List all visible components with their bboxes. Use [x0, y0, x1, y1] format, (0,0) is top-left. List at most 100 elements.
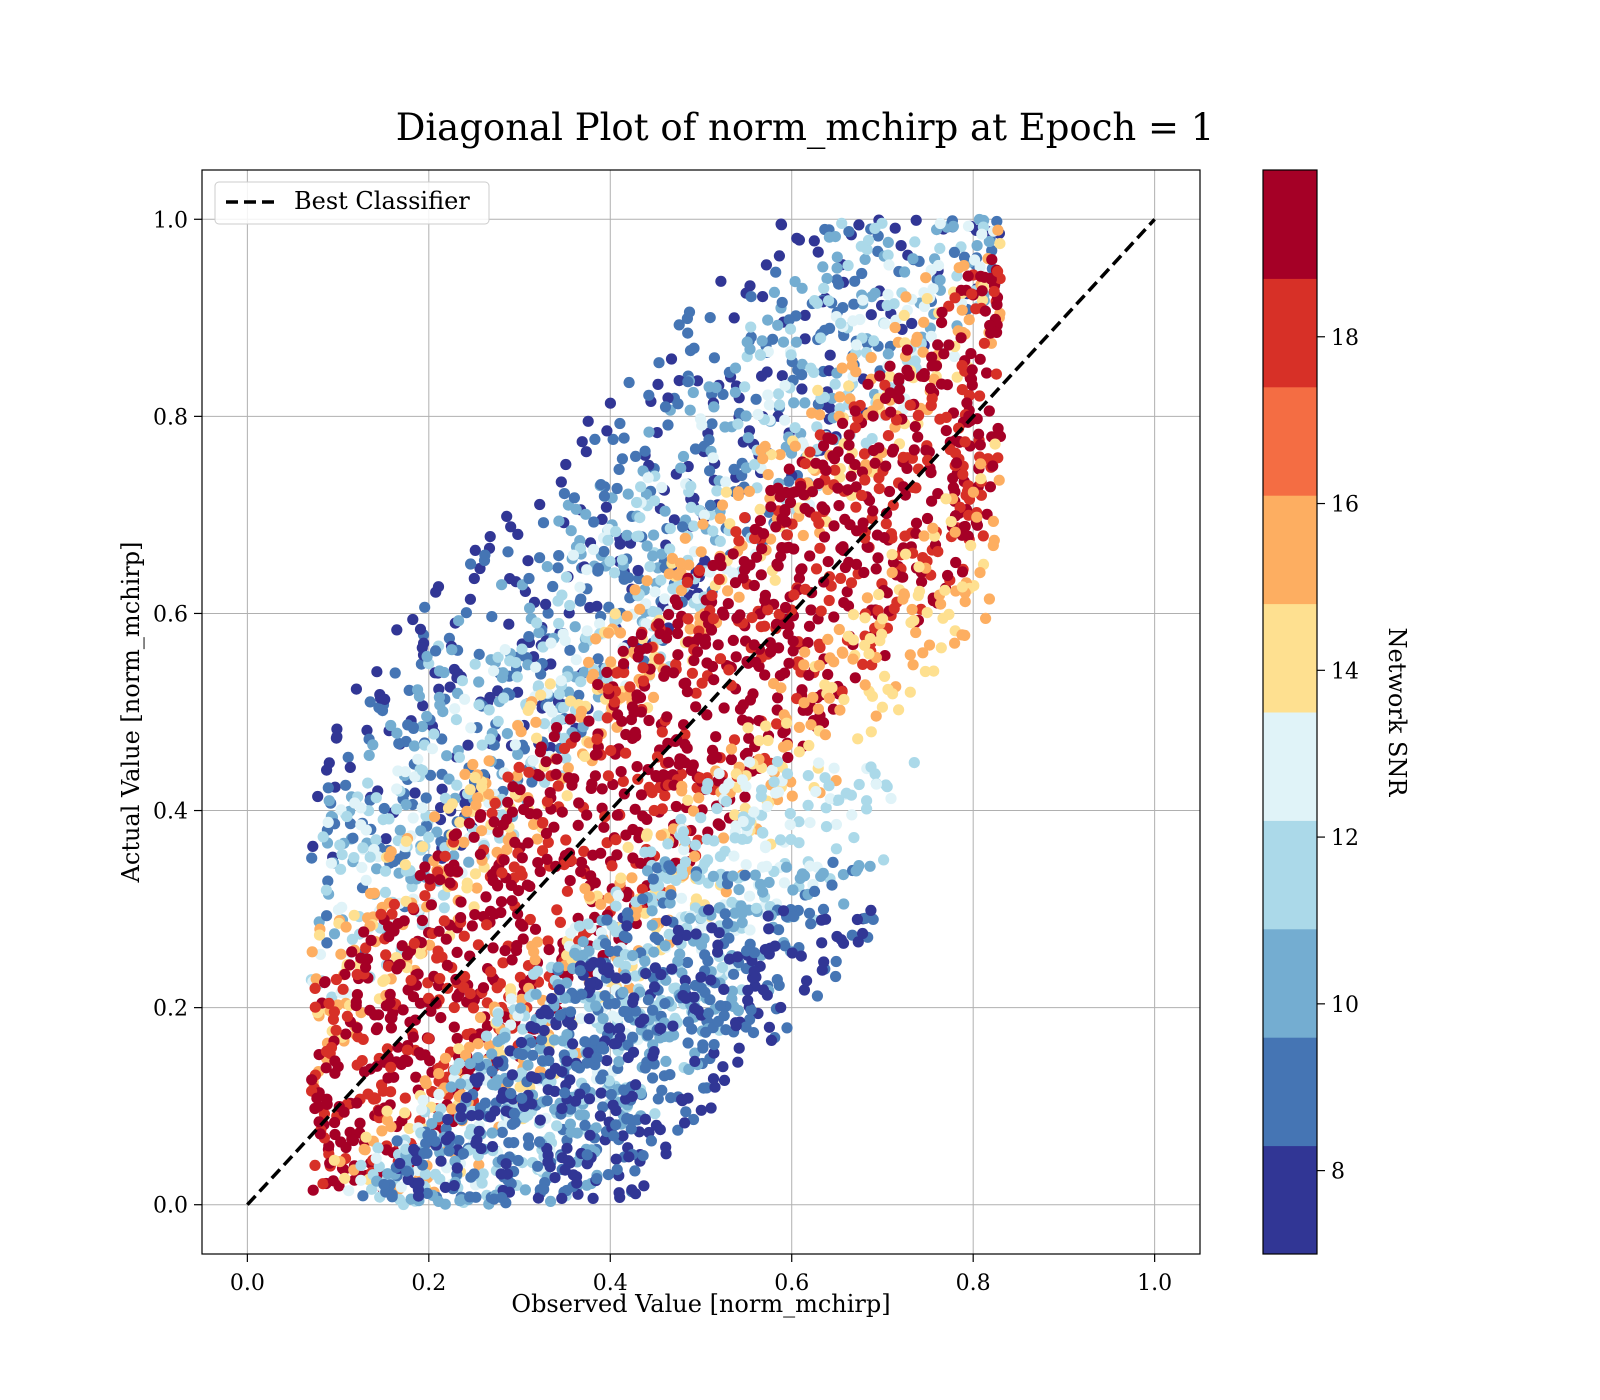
- scatter-point: [497, 957, 509, 969]
- scatter-point: [659, 940, 671, 952]
- scatter-point: [391, 624, 403, 636]
- scatter-point: [927, 522, 939, 534]
- scatter-point: [519, 1184, 532, 1196]
- scatter-point: [370, 1024, 382, 1036]
- scatter-point: [380, 1144, 393, 1156]
- scatter-point: [591, 733, 603, 745]
- scatter-point: [904, 686, 916, 698]
- scatter-point: [983, 405, 995, 417]
- scatter-point: [992, 452, 1004, 464]
- scatter-point: [574, 920, 586, 932]
- scatter-point: [555, 476, 567, 488]
- scatter-point: [403, 1122, 415, 1135]
- scatter-point: [803, 907, 816, 919]
- scatter-point: [601, 914, 613, 926]
- scatter-point: [865, 904, 877, 917]
- scatter-point: [579, 1036, 591, 1048]
- scatter-point: [676, 1093, 688, 1106]
- scatter-point: [777, 336, 790, 348]
- scatter-point: [806, 486, 819, 498]
- scatter-point: [971, 519, 984, 531]
- scatter-point: [925, 399, 937, 412]
- scatter-point: [473, 676, 485, 688]
- scatter-point: [392, 918, 404, 930]
- scatter-point: [350, 683, 362, 695]
- scatter-point: [967, 486, 980, 498]
- scatter-point: [560, 752, 572, 764]
- scatter-point: [594, 1110, 607, 1122]
- scatter-point: [684, 404, 696, 416]
- scatter-point: [951, 371, 963, 383]
- scatter-point: [320, 1062, 332, 1074]
- scatter-point: [788, 589, 800, 601]
- scatter-point: [762, 910, 774, 922]
- scatter-point: [455, 1078, 467, 1090]
- scatter-point: [816, 964, 828, 976]
- scatter-point: [909, 236, 921, 248]
- scatter-point: [357, 842, 369, 854]
- scatter-point: [408, 1143, 420, 1155]
- scatter-point: [977, 530, 989, 542]
- scatter-point: [777, 905, 790, 917]
- scatter-point: [486, 611, 498, 623]
- scatter-point: [540, 756, 552, 768]
- scatter-point: [965, 348, 977, 360]
- scatter-point: [574, 965, 586, 977]
- scatter-point: [739, 791, 751, 803]
- scatter-point: [385, 1121, 397, 1133]
- scatter-point: [704, 312, 716, 324]
- scatter-point: [329, 1067, 341, 1079]
- scatter-point: [717, 1061, 729, 1073]
- scatter-point: [497, 667, 509, 679]
- scatter-point: [734, 609, 746, 621]
- scatter-point: [594, 618, 606, 630]
- scatter-point: [589, 433, 601, 445]
- scatter-point: [908, 757, 920, 769]
- scatter-point: [616, 453, 629, 465]
- scatter-point: [469, 1073, 481, 1085]
- scatter-point: [843, 556, 855, 569]
- scatter-point: [928, 665, 940, 677]
- scatter-point: [746, 612, 758, 624]
- scatter-point: [407, 902, 419, 914]
- scatter-point: [831, 251, 843, 263]
- scatter-point: [573, 689, 585, 701]
- scatter-point: [453, 615, 465, 627]
- scatter-point: [817, 903, 830, 916]
- scatter-point: [556, 1103, 568, 1115]
- colorbar-segment: [1263, 170, 1317, 279]
- scatter-point: [595, 1087, 607, 1099]
- scatter-point: [894, 384, 906, 396]
- scatter-point: [376, 705, 389, 717]
- x-tick-label: 0.6: [774, 1271, 809, 1296]
- scatter-point: [543, 701, 555, 713]
- scatter-point: [869, 457, 881, 469]
- scatter-point: [309, 982, 321, 995]
- y-axis-ticks: 0.00.20.40.60.81.0: [153, 208, 202, 1219]
- scatter-point: [481, 919, 493, 931]
- scatter-point: [561, 977, 573, 989]
- scatter-point: [422, 1129, 434, 1141]
- scatter-point: [383, 921, 395, 933]
- scatter-point: [496, 1126, 508, 1138]
- scatter-point: [739, 381, 751, 393]
- scatter-point: [522, 1059, 534, 1071]
- scatter-point: [656, 726, 668, 738]
- scatter-point: [816, 937, 828, 949]
- scatter-point: [610, 834, 622, 846]
- scatter-point: [578, 666, 591, 678]
- scatter-point: [330, 732, 342, 744]
- scatter-point: [581, 625, 593, 637]
- scatter-point: [472, 1052, 484, 1064]
- scatter-point: [602, 534, 614, 546]
- scatter-point: [312, 790, 324, 803]
- scatter-point: [785, 833, 797, 846]
- scatter-point: [525, 1037, 537, 1049]
- scatter-point: [455, 1111, 467, 1123]
- scatter-point: [528, 946, 540, 958]
- scatter-point: [433, 665, 446, 677]
- scatter-point: [399, 1107, 411, 1119]
- scatter-point: [779, 414, 791, 426]
- scatter-point: [346, 1133, 358, 1145]
- scatter-point: [786, 790, 798, 802]
